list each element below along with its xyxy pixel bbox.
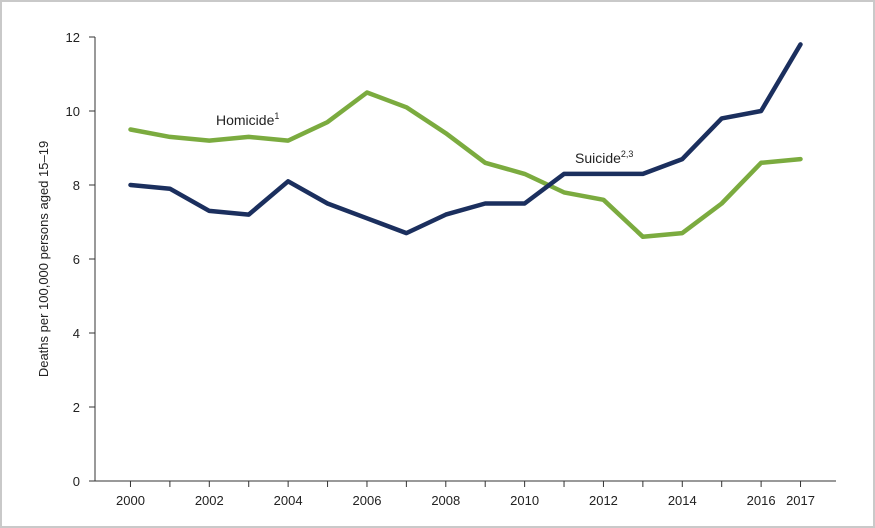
y-axis-ticks: 0 2 4 6 8 10 12 xyxy=(66,30,95,489)
x-tick-label-2004: 2004 xyxy=(274,493,303,508)
x-tick-label-2010: 2010 xyxy=(510,493,539,508)
x-tick-label-2016: 2016 xyxy=(747,493,776,508)
y-tick-label-2: 2 xyxy=(73,400,80,415)
x-tick-label-2006: 2006 xyxy=(353,493,382,508)
x-tick-label-2014: 2014 xyxy=(668,493,697,508)
homicide-label-text: Homicide xyxy=(216,112,275,128)
homicide-label-superscript: 1 xyxy=(274,111,279,121)
x-tick-label-2008: 2008 xyxy=(431,493,460,508)
homicide-series-line xyxy=(128,90,803,240)
y-tick-label-12: 12 xyxy=(66,30,80,45)
suicide-label-superscript: 2,3 xyxy=(621,149,634,159)
y-axis-title: Deaths per 100,000 persons aged 15–19 xyxy=(36,141,51,377)
suicide-label-text: Suicide xyxy=(575,150,621,166)
series-lines xyxy=(128,42,803,240)
y-tick-label-10: 10 xyxy=(66,104,80,119)
x-tick-label-2000: 2000 xyxy=(116,493,145,508)
x-tick-label-2012: 2012 xyxy=(589,493,618,508)
suicide-series-label: Suicide2,3 xyxy=(575,149,633,166)
x-tick-label-2017: 2017 xyxy=(786,493,815,508)
homicide-series-label: Homicide1 xyxy=(216,111,279,128)
y-tick-label-8: 8 xyxy=(73,178,80,193)
suicide-series-line xyxy=(128,42,803,236)
y-tick-label-0: 0 xyxy=(73,474,80,489)
y-tick-label-4: 4 xyxy=(73,326,80,341)
x-axis-ticks: 2000 2002 2004 2006 2008 2010 2012 2014 2016 2017 xyxy=(116,481,815,508)
x-tick-label-2002: 2002 xyxy=(195,493,224,508)
y-tick-label-6: 6 xyxy=(73,252,80,267)
